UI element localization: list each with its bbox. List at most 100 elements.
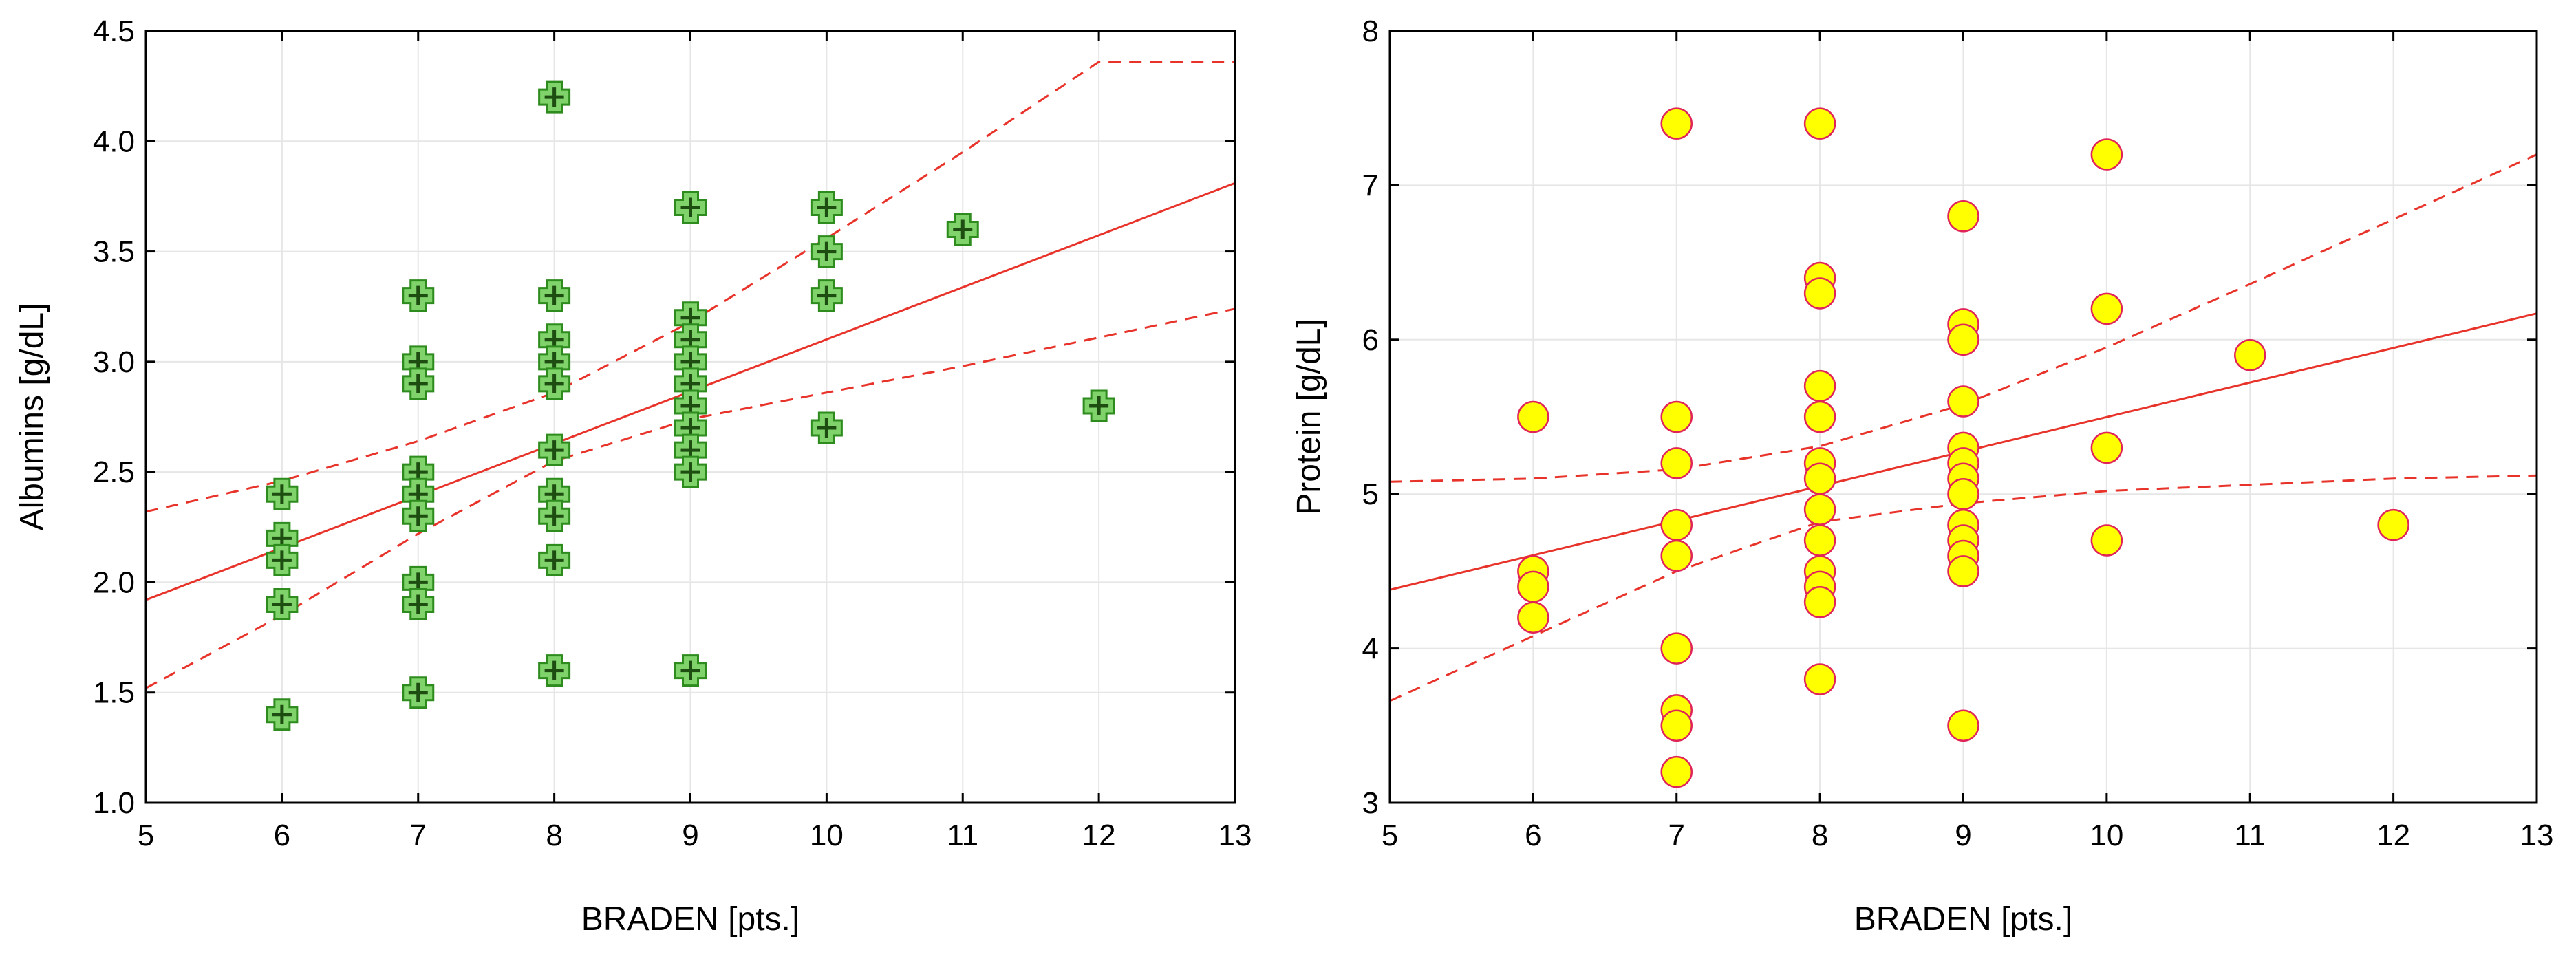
y-tick-label: 1.0	[93, 786, 135, 820]
y-tick-label: 3.5	[93, 235, 135, 269]
x-tick-label: 6	[274, 819, 290, 852]
data-point	[1660, 107, 1693, 140]
y-tick-label: 6	[1362, 323, 1379, 357]
data-point	[402, 367, 435, 400]
data-point	[402, 279, 435, 312]
data-point	[810, 279, 843, 312]
data-point	[1803, 493, 1836, 526]
data-point	[1947, 709, 1979, 742]
data-point	[538, 654, 571, 687]
data-point	[1803, 369, 1836, 402]
data-point	[2090, 138, 2123, 171]
y-axis-title: Albumins [g/dL]	[14, 303, 50, 531]
data-point	[1947, 323, 1979, 356]
albumins-chart: 5 6 7 8 9 10 11 12 13 1.0 1.5 2.0 2.5 3.0 3.5 4.0 4.5 BR…	[14, 14, 1252, 938]
data-point	[2090, 431, 2123, 464]
data-point	[810, 235, 843, 268]
data-point	[1947, 555, 1979, 587]
x-tick-label: 5	[1382, 819, 1398, 852]
data-point	[1517, 570, 1549, 603]
data-point	[2377, 508, 2409, 541]
data-point	[1947, 200, 1979, 233]
data-points	[266, 80, 1115, 731]
data-point	[538, 543, 571, 576]
data-point	[1660, 539, 1693, 572]
x-tick-label: 8	[1812, 819, 1828, 852]
data-point	[538, 80, 571, 114]
y-tick-label: 2.5	[93, 455, 135, 489]
x-tick-label: 10	[2090, 819, 2123, 852]
data-points	[1517, 107, 2409, 788]
data-point	[538, 279, 571, 312]
y-tick-label: 8	[1362, 14, 1379, 48]
data-point	[810, 411, 843, 444]
data-point	[1947, 385, 1979, 418]
data-point	[1803, 524, 1836, 557]
x-tick-label: 12	[1082, 819, 1116, 852]
y-tick-label: 5	[1362, 477, 1379, 511]
data-point	[1803, 107, 1836, 140]
x-tick-label: 13	[2520, 819, 2554, 852]
y-tick-label: 4.0	[93, 125, 135, 158]
data-point	[1660, 400, 1693, 433]
y-tick-label: 3	[1362, 786, 1379, 820]
x-axis-title: BRADEN [pts.]	[1854, 901, 2072, 938]
y-tick-label: 4	[1362, 632, 1379, 666]
x-tick-label: 6	[1525, 819, 1541, 852]
data-point	[810, 191, 843, 224]
data-point	[1803, 586, 1836, 618]
x-tick-label: 13	[1219, 819, 1252, 852]
data-point	[1660, 709, 1693, 742]
data-point	[1517, 400, 1549, 433]
axis-ticks: 5 6 7 8 9 10 11 12 13 3 4 5 6 7 8	[1362, 14, 2554, 852]
data-point	[538, 433, 571, 466]
data-point	[2090, 524, 2123, 557]
data-point	[1803, 663, 1836, 695]
data-point	[1660, 632, 1693, 665]
x-tick-label: 9	[682, 819, 698, 852]
data-point	[2234, 338, 2266, 371]
data-point	[402, 499, 435, 532]
data-point	[1660, 447, 1693, 479]
x-tick-label: 9	[1955, 819, 1971, 852]
data-point	[538, 367, 571, 400]
x-tick-label: 10	[810, 819, 844, 852]
y-tick-label: 3.0	[93, 345, 135, 379]
x-tick-label: 5	[138, 819, 154, 852]
data-point	[266, 698, 299, 731]
data-point	[2090, 292, 2123, 325]
data-point	[674, 191, 707, 224]
data-point	[1082, 389, 1115, 422]
data-point	[674, 455, 707, 488]
x-tick-label: 7	[410, 819, 427, 852]
data-point	[1517, 601, 1549, 634]
x-tick-label: 11	[947, 819, 978, 852]
y-tick-label: 7	[1362, 169, 1379, 202]
data-point	[1660, 755, 1693, 788]
y-tick-label: 1.5	[93, 676, 135, 710]
data-point	[946, 213, 979, 246]
data-point	[1803, 277, 1836, 310]
data-point	[538, 499, 571, 532]
data-point	[1947, 477, 1979, 510]
x-tick-label: 12	[2376, 819, 2410, 852]
x-tick-label: 11	[2234, 819, 2266, 852]
data-point	[402, 676, 435, 709]
data-point	[402, 587, 435, 620]
data-point	[674, 654, 707, 687]
y-axis-title: Protein [g/dL]	[1291, 318, 1327, 515]
data-point	[266, 543, 299, 576]
x-axis-title: BRADEN [pts.]	[581, 901, 799, 938]
y-tick-label: 4.5	[93, 14, 135, 48]
x-tick-label: 7	[1668, 819, 1685, 852]
x-tick-label: 8	[546, 819, 562, 852]
data-point	[266, 477, 299, 510]
protein-chart: 5 6 7 8 9 10 11 12 13 3 4 5 6 7 8 BRADEN [pts.] Protei…	[1291, 14, 2553, 938]
data-point	[1803, 462, 1836, 495]
data-point	[266, 587, 299, 620]
y-tick-label: 2.0	[93, 565, 135, 599]
data-point	[1803, 400, 1836, 433]
data-point	[1660, 508, 1693, 541]
axis-ticks: 5 6 7 8 9 10 11 12 13 1.0 1.5 2.0 2.5 3.0 3.5 4.0 4.5	[93, 14, 1252, 852]
